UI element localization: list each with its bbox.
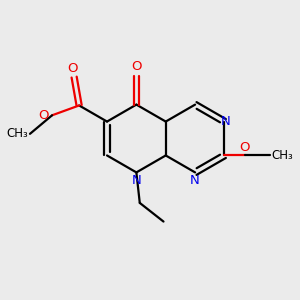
Text: N: N: [131, 174, 141, 187]
Text: N: N: [221, 115, 231, 128]
Text: O: O: [68, 62, 78, 75]
Text: O: O: [239, 141, 250, 154]
Text: CH₃: CH₃: [6, 127, 28, 140]
Text: O: O: [131, 61, 142, 74]
Text: O: O: [38, 109, 49, 122]
Text: N: N: [190, 174, 200, 187]
Text: CH₃: CH₃: [272, 149, 293, 162]
